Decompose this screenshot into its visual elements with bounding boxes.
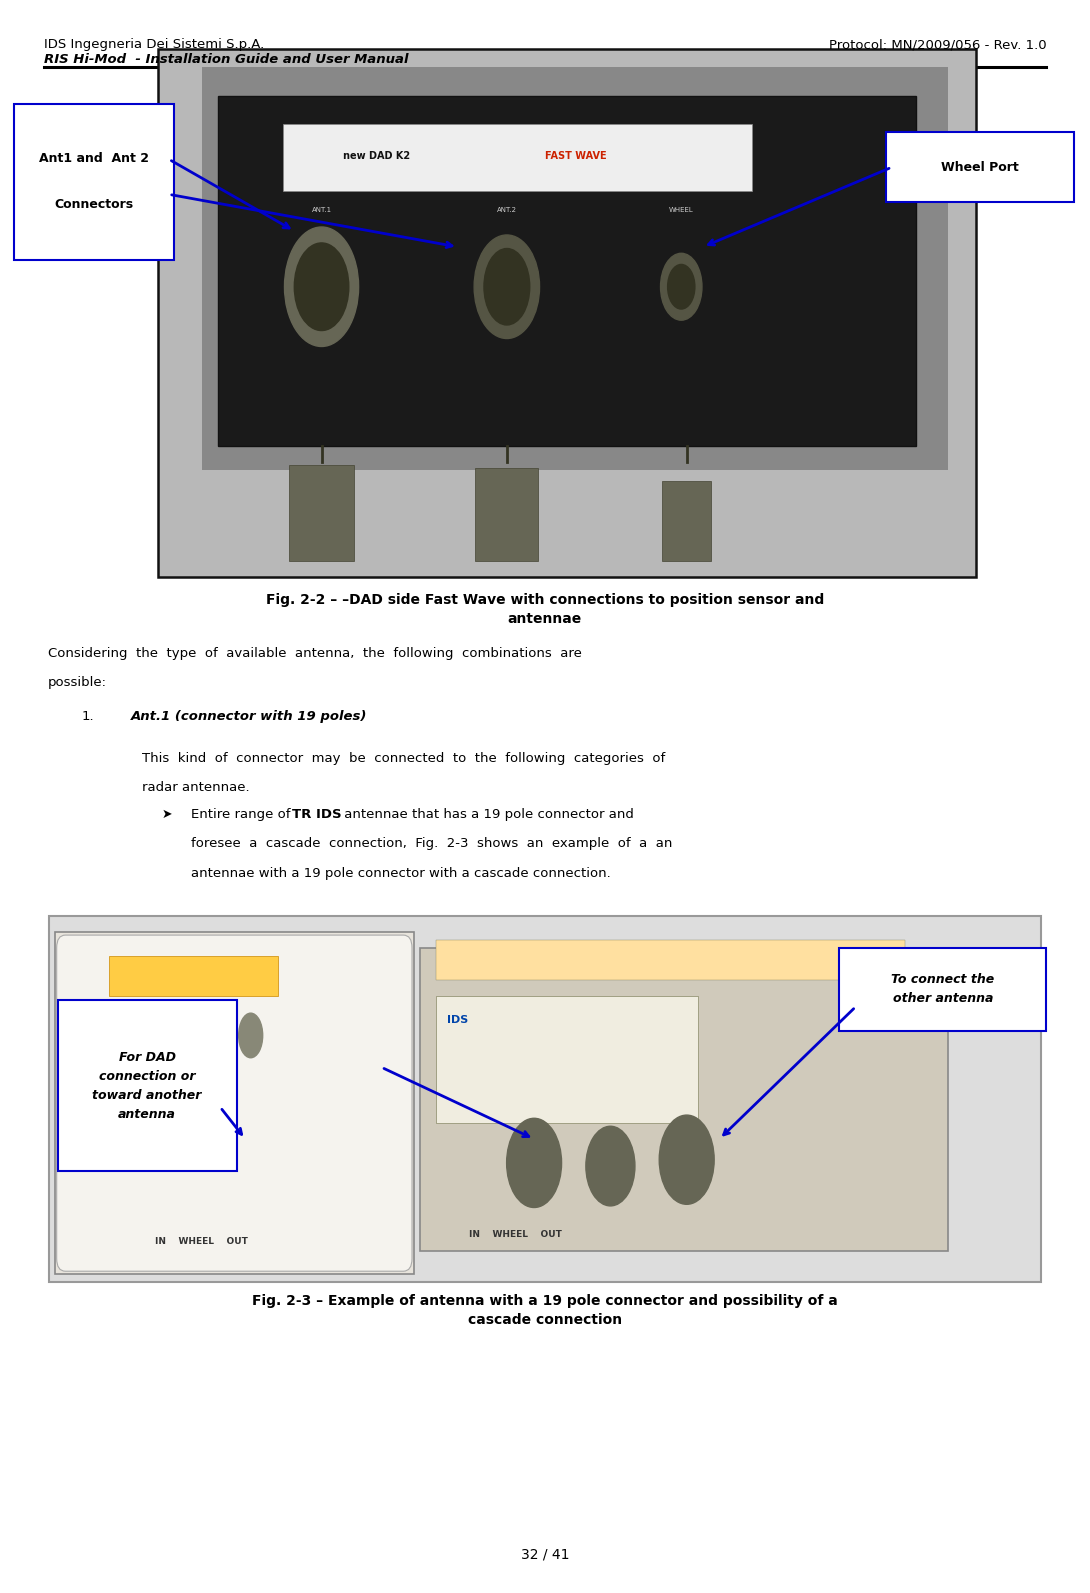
Text: possible:: possible: (48, 675, 107, 690)
Text: 32 / 41: 32 / 41 (521, 1547, 569, 1561)
Text: WHEEL: WHEEL (669, 207, 693, 213)
Ellipse shape (667, 264, 695, 309)
Text: Considering  the  type  of  available  antenna,  the  following  combinations  a: Considering the type of available antenn… (48, 647, 582, 660)
Text: Ant.1 (connector with 19 poles): Ant.1 (connector with 19 poles) (131, 710, 367, 723)
Text: FAST WAVE: FAST WAVE (545, 151, 607, 161)
FancyBboxPatch shape (886, 132, 1074, 202)
Bar (54, 932, 414, 1274)
Ellipse shape (507, 1118, 561, 1207)
Text: ANT.1: ANT.1 (312, 207, 331, 213)
Text: antennae that has a 19 pole connector and: antennae that has a 19 pole connector an… (340, 808, 634, 820)
Text: For DAD
connection or
toward another
antenna: For DAD connection or toward another ant… (93, 1051, 202, 1120)
Text: foresee  a  cascade  connection,  Fig.  2-3  shows  an  example  of  a  an: foresee a cascade connection, Fig. 2-3 s… (191, 838, 673, 851)
Ellipse shape (201, 1013, 225, 1058)
Text: radar antennae.: radar antennae. (142, 781, 250, 795)
Text: RIS Hi-Mod  - Installation Guide and User Manual: RIS Hi-Mod - Installation Guide and User… (44, 53, 408, 67)
Ellipse shape (294, 242, 349, 330)
Ellipse shape (239, 1013, 263, 1058)
Text: Fig. 2-3 – Example of antenna with a 19 pole connector and possibility of a
casc: Fig. 2-3 – Example of antenna with a 19 … (252, 1294, 838, 1327)
FancyBboxPatch shape (839, 948, 1046, 1031)
Text: ANT.2: ANT.2 (497, 207, 517, 213)
Bar (420, 948, 948, 1251)
Text: IN    WHEEL    OUT: IN WHEEL OUT (469, 1230, 561, 1239)
Bar (283, 124, 752, 191)
Ellipse shape (586, 1126, 635, 1206)
Bar (436, 996, 698, 1123)
Text: Fig. 2-2 – –DAD side Fast Wave with connections to position sensor and
antennae: Fig. 2-2 – –DAD side Fast Wave with conn… (266, 593, 824, 626)
Text: This  kind  of  connector  may  be  connected  to  the  following  categories  o: This kind of connector may be connected … (142, 752, 665, 765)
Text: IDS: IDS (447, 1015, 468, 1024)
FancyBboxPatch shape (58, 1000, 237, 1171)
Bar (158, 48, 976, 577)
Text: new DAD K2: new DAD K2 (343, 151, 411, 161)
Bar (289, 465, 354, 561)
Text: Wheel Port: Wheel Port (941, 161, 1019, 174)
Text: IDS Ingegneria Dei Sistemi S.p.A.: IDS Ingegneria Dei Sistemi S.p.A. (44, 38, 264, 51)
Text: TR IDS: TR IDS (292, 808, 342, 820)
Ellipse shape (659, 1115, 714, 1204)
Text: Entire range of: Entire range of (191, 808, 294, 820)
Bar (49, 916, 1041, 1282)
Ellipse shape (474, 234, 540, 339)
FancyBboxPatch shape (57, 935, 412, 1271)
Text: To connect the
other antenna: To connect the other antenna (892, 973, 994, 1005)
Text: ➤: ➤ (161, 808, 172, 820)
Text: 1.: 1. (82, 710, 95, 723)
Bar (218, 96, 916, 446)
Text: IN    WHEEL    OUT: IN WHEEL OUT (155, 1236, 247, 1246)
Text: antennae with a 19 pole connector with a cascade connection.: antennae with a 19 pole connector with a… (191, 867, 610, 879)
Ellipse shape (157, 1013, 181, 1058)
Bar (436, 940, 905, 980)
Ellipse shape (284, 226, 359, 346)
Text: Protocol: MN/2009/056 - Rev. 1.0: Protocol: MN/2009/056 - Rev. 1.0 (828, 38, 1046, 51)
FancyBboxPatch shape (14, 104, 174, 260)
Ellipse shape (484, 249, 530, 325)
FancyBboxPatch shape (109, 956, 278, 996)
Bar (663, 481, 712, 561)
Bar (475, 468, 538, 561)
Ellipse shape (661, 253, 702, 320)
Bar (202, 67, 948, 470)
Text: Ant1 and  Ant 2

Connectors: Ant1 and Ant 2 Connectors (39, 151, 149, 212)
